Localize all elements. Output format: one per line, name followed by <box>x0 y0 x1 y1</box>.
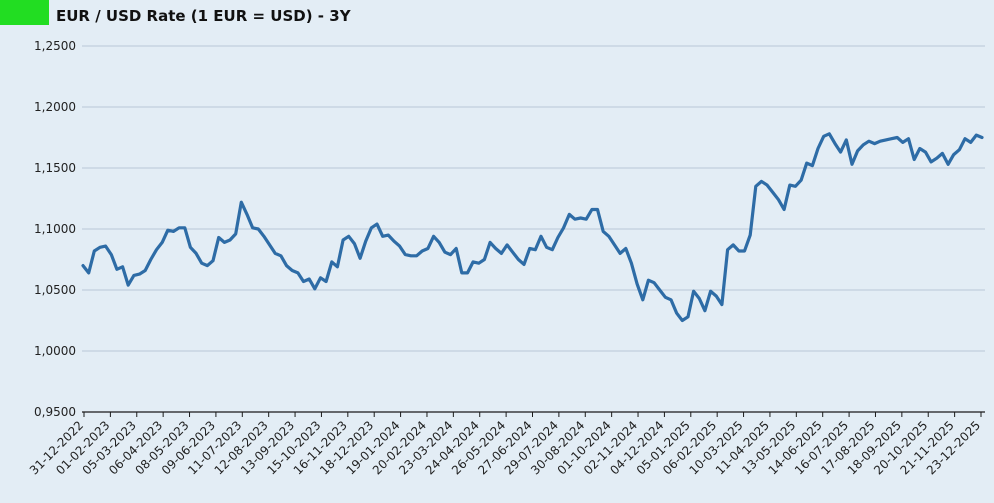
y-tick-label: 1,2500 <box>34 39 76 53</box>
series-line <box>81 132 984 323</box>
y-tick-label: 0,9500 <box>34 405 76 419</box>
title-badge <box>0 0 49 25</box>
y-tick-label: 1,1500 <box>34 161 76 175</box>
chart-title: EUR / USD Rate (1 EUR = USD) - 3Y <box>56 7 351 25</box>
y-tick-label: 1,0000 <box>34 344 76 358</box>
y-tick-label: 1,2000 <box>34 100 76 114</box>
y-tick-label: 1,1000 <box>34 222 76 236</box>
y-tick-label: 1,0500 <box>34 283 76 297</box>
